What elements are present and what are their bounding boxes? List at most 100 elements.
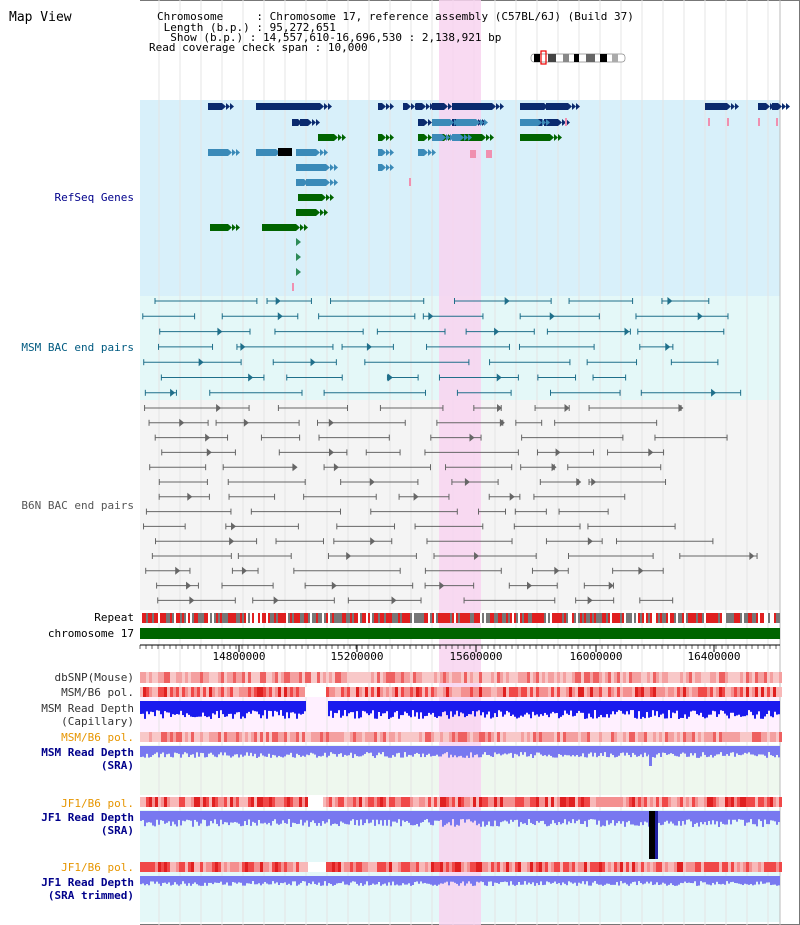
bac-arrow — [667, 297, 673, 305]
repeat-mark — [636, 613, 638, 623]
heat-cell — [530, 672, 533, 683]
depth-bar — [574, 701, 576, 716]
repeat-mark — [252, 613, 254, 623]
depth-bar — [672, 876, 674, 886]
heat-cell — [533, 862, 536, 872]
heat-cell — [704, 862, 707, 872]
depth-bar — [250, 701, 252, 714]
depth-bar — [358, 746, 360, 757]
heat-cell — [275, 797, 278, 807]
depth-bar — [154, 746, 156, 754]
depth-bar — [282, 701, 284, 716]
depth-bar — [632, 746, 634, 753]
heat-cell — [755, 797, 758, 807]
heat-cell — [776, 732, 779, 742]
heat-cell — [446, 732, 449, 742]
heat-cell — [293, 672, 296, 683]
heat-cell — [779, 797, 782, 807]
depth-bar — [238, 746, 240, 758]
depth-bar — [532, 876, 534, 883]
track-label-repeat[interactable]: Repeat — [94, 611, 134, 624]
depth-bar — [384, 876, 386, 884]
track-label-jf1-read-depth-sra[interactable]: JF1 Read Depth (SRA) — [41, 811, 134, 837]
depth-bar — [146, 811, 148, 823]
depth-bar — [526, 746, 528, 757]
heat-cell — [764, 687, 767, 697]
depth-bar — [296, 876, 298, 886]
heat-cell — [233, 732, 236, 742]
depth-bar — [322, 876, 324, 886]
heat-cell — [188, 672, 191, 683]
track-label-msm-b6-pol[interactable]: MSM/B6 pol. — [61, 686, 134, 699]
heat-cell — [299, 862, 302, 872]
depth-bar — [494, 746, 496, 753]
heat-cell — [335, 672, 338, 683]
depth-bar — [582, 876, 584, 882]
heat-cell — [746, 862, 749, 872]
track-label-dbsnp[interactable]: dbSNP(Mouse) — [54, 671, 134, 684]
depth-bar — [430, 701, 432, 715]
depth-bar — [350, 746, 352, 753]
heat-cell — [239, 732, 242, 742]
heat-cell — [641, 797, 644, 807]
depth-bar — [178, 811, 180, 821]
heat-cell — [683, 797, 686, 807]
gene-arrow — [446, 134, 450, 141]
refseq-gene — [262, 224, 296, 231]
depth-bar — [628, 746, 630, 756]
depth-bar — [376, 746, 378, 756]
heat-cell — [359, 862, 362, 872]
track-label-msm-read-depth-sra[interactable]: MSM Read Depth (SRA) — [41, 746, 134, 772]
depth-bar — [700, 811, 702, 823]
heat-cell — [206, 797, 209, 807]
depth-bar — [516, 811, 518, 820]
refseq-gene — [298, 194, 322, 201]
track-label-jf1-read-depth-trimmed[interactable]: JF1 Read Depth (SRA trimmed) — [41, 876, 134, 902]
depth-bar — [148, 701, 150, 715]
depth-bar — [616, 811, 618, 824]
heat-cell — [725, 732, 728, 742]
track-label-jf1-b6-pol-trimmed[interactable]: JF1/B6 pol. — [61, 861, 134, 874]
repeat-mark — [612, 613, 614, 623]
depth-bar — [398, 746, 400, 753]
repeat-mark — [162, 613, 164, 623]
depth-bar — [592, 701, 594, 719]
track-label-chromosome[interactable]: chromosome 17 — [47, 627, 134, 640]
repeat-mark — [246, 613, 248, 623]
axis-tick-label: 16400000 — [688, 650, 741, 663]
heat-cell — [167, 672, 170, 683]
depth-bar — [592, 811, 594, 820]
repeat-mark — [666, 613, 668, 623]
depth-bar — [734, 876, 736, 883]
repeat-mark — [458, 613, 460, 623]
depth-bar — [758, 811, 760, 820]
track-label-msm-b6-pol-sra[interactable]: MSM/B6 pol. — [61, 731, 134, 744]
depth-bar — [292, 811, 294, 823]
depth-bar — [348, 811, 350, 825]
depth-bar — [514, 746, 516, 754]
refseq-gene-dark — [278, 148, 292, 156]
refseq-gene — [520, 103, 544, 110]
repeat-mark — [658, 613, 660, 623]
track-label-msm-read-depth-capillary[interactable]: MSM Read Depth (Capillary) — [41, 702, 134, 728]
refseq-gene — [256, 149, 276, 156]
depth-bar — [372, 811, 374, 820]
repeat-mark — [450, 613, 452, 623]
bac-arrow — [591, 478, 597, 486]
depth-bar — [258, 876, 260, 884]
heat-cell — [194, 687, 197, 697]
track-label-jf1-b6-pol[interactable]: JF1/B6 pol. — [61, 797, 134, 810]
depth-bar — [344, 746, 346, 755]
heat-cell — [512, 797, 515, 807]
depth-bar — [320, 746, 322, 757]
depth-bar — [296, 811, 298, 825]
depth-bar — [570, 876, 572, 883]
heat-cell — [686, 797, 689, 807]
depth-bar — [448, 746, 450, 758]
heat-cell — [755, 732, 758, 742]
depth-bar — [144, 701, 146, 719]
track-label-refseq-genes[interactable]: RefSeq Genes — [54, 191, 134, 204]
track-label-msm-bac[interactable]: MSM BAC end pairs — [21, 341, 134, 354]
track-label-b6n-bac[interactable]: B6N BAC end pairs — [21, 499, 134, 512]
depth-bar — [460, 746, 462, 756]
